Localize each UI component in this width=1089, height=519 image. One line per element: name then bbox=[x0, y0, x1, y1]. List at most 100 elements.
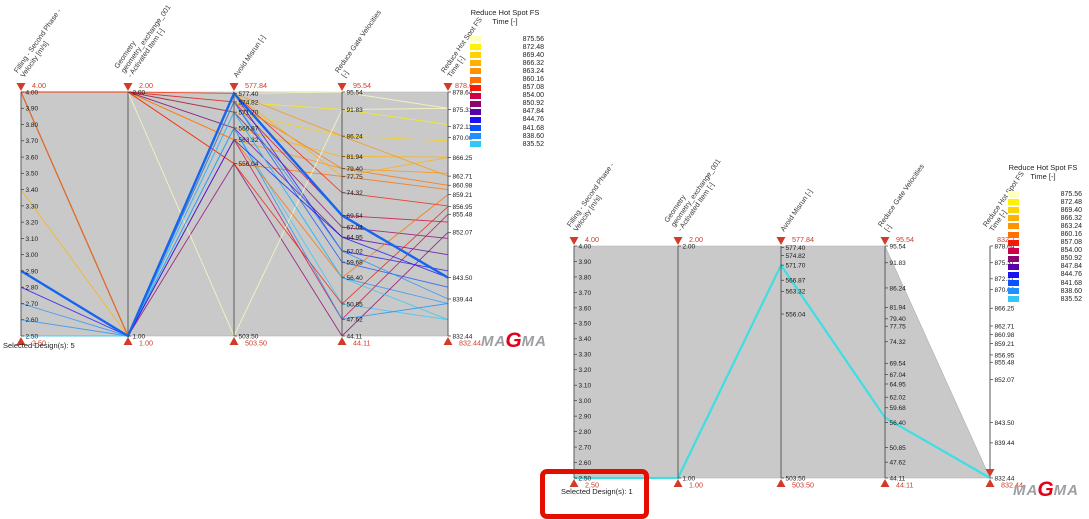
legend-entry[interactable]: 857.08 bbox=[1000, 239, 1086, 247]
filter-handle-upper[interactable] bbox=[673, 237, 683, 245]
legend-entry[interactable]: 869.40 bbox=[462, 51, 548, 59]
legend-entry[interactable]: 875.56 bbox=[462, 35, 548, 43]
legend-title-line2: Time [-] bbox=[492, 17, 518, 26]
tick-label: 860.98 bbox=[453, 183, 473, 190]
filter-handle-upper[interactable] bbox=[985, 469, 995, 477]
selected-designs-count-left: Selected Design(s): 5 bbox=[3, 341, 75, 350]
legend-entry[interactable]: 835.52 bbox=[1000, 295, 1086, 303]
filter-upper-value: 2.00 bbox=[139, 81, 153, 90]
filter-handle-upper[interactable] bbox=[123, 83, 133, 91]
legend-entry[interactable]: 847.84 bbox=[462, 108, 548, 116]
tick-label: 3.70 bbox=[26, 138, 39, 145]
axis-title: Filling - Second Phase -Velocity [m/s] bbox=[565, 160, 616, 233]
filter-handle-lower[interactable] bbox=[776, 479, 786, 487]
legend-entry[interactable]: 838.60 bbox=[1000, 287, 1086, 295]
legend-entry[interactable]: 844.76 bbox=[462, 116, 548, 124]
filter-handle-upper[interactable] bbox=[229, 83, 239, 91]
filter-handle-upper[interactable] bbox=[569, 237, 579, 245]
legend-entry[interactable]: 854.00 bbox=[1000, 247, 1086, 255]
filter-handle-lower[interactable] bbox=[123, 337, 133, 345]
tick-label: 3.10 bbox=[26, 236, 39, 243]
legend-entry[interactable]: 857.08 bbox=[462, 84, 548, 92]
tick-label: 3.30 bbox=[26, 203, 39, 210]
legend-value: 872.48 bbox=[522, 43, 544, 51]
legend-value: 875.56 bbox=[522, 35, 544, 43]
filter-lower-value: 44.11 bbox=[896, 481, 913, 490]
legend-value: 875.56 bbox=[1060, 190, 1082, 198]
selected-designs-count-right: Selected Design(s): 1 bbox=[561, 487, 633, 496]
tick-label: 3.20 bbox=[26, 220, 39, 227]
filter-handle-upper[interactable] bbox=[880, 237, 890, 245]
legend-entry[interactable]: 835.52 bbox=[462, 140, 548, 148]
legend-entry[interactable]: 838.60 bbox=[462, 132, 548, 140]
legend-entry[interactable]: 860.16 bbox=[462, 75, 548, 83]
legend-entry[interactable]: 841.68 bbox=[1000, 279, 1086, 287]
legend-color-swatch bbox=[470, 141, 481, 148]
legend-entry[interactable]: 869.40 bbox=[1000, 206, 1086, 214]
tick-label: 856.95 bbox=[995, 352, 1015, 359]
tick-label: 86.24 bbox=[890, 285, 907, 292]
legend-entry[interactable]: 872.48 bbox=[462, 43, 548, 51]
tick-label: 855.48 bbox=[453, 212, 473, 219]
tick-label: 2.00 bbox=[683, 243, 696, 250]
tick-label: 878.64 bbox=[995, 243, 1015, 250]
filter-upper-value: 577.84 bbox=[792, 235, 814, 244]
filter-lower-value: 1.00 bbox=[139, 339, 153, 348]
filter-handle-lower[interactable] bbox=[569, 479, 579, 487]
axis-title: Reduce Gate Velocities[-] bbox=[876, 162, 926, 233]
tick-label: 4.00 bbox=[579, 243, 592, 250]
legend-entry[interactable]: 863.24 bbox=[1000, 222, 1086, 230]
filter-handle-upper[interactable] bbox=[337, 83, 347, 91]
legend-entry[interactable]: 872.48 bbox=[1000, 198, 1086, 206]
legend-color-swatch bbox=[1008, 231, 1019, 238]
logo-accent-g: G bbox=[1037, 478, 1055, 501]
legend-entry[interactable]: 847.84 bbox=[1000, 263, 1086, 271]
legend-color-swatch bbox=[1008, 191, 1019, 198]
legend-title-line2: Time [-] bbox=[1030, 172, 1056, 181]
tick-label: 566.87 bbox=[786, 278, 806, 285]
legend-value: 847.84 bbox=[522, 108, 544, 116]
legend-entry[interactable]: 850.92 bbox=[1000, 255, 1086, 263]
tick-label: 843.50 bbox=[453, 275, 473, 282]
legend-entry[interactable]: 854.00 bbox=[462, 92, 548, 100]
tick-label: 577.40 bbox=[786, 245, 806, 252]
tick-label: 3.90 bbox=[26, 106, 39, 113]
tick-label: 69.54 bbox=[347, 213, 364, 220]
filter-handle-lower[interactable] bbox=[229, 337, 239, 345]
filter-upper-value: 4.00 bbox=[32, 81, 46, 90]
tick-label: 843.50 bbox=[995, 420, 1015, 427]
legend-entry[interactable]: 841.68 bbox=[462, 124, 548, 132]
filter-handle-upper[interactable] bbox=[16, 83, 26, 91]
tick-label: 3.60 bbox=[579, 305, 592, 312]
legend-entry[interactable]: 863.24 bbox=[462, 67, 548, 75]
tick-label: 3.90 bbox=[579, 259, 592, 266]
tick-label: 56.40 bbox=[890, 420, 907, 427]
filter-handle-lower[interactable] bbox=[443, 337, 453, 345]
legend-entry[interactable]: 844.76 bbox=[1000, 271, 1086, 279]
filter-handle-lower[interactable] bbox=[673, 479, 683, 487]
tick-label: 3.00 bbox=[579, 398, 592, 405]
legend-value: 838.60 bbox=[522, 132, 544, 140]
axis-title: Avoid Misrun [-] bbox=[231, 33, 267, 79]
legend-entry[interactable]: 875.56 bbox=[1000, 190, 1086, 198]
tick-label: 571.70 bbox=[786, 263, 806, 270]
legend-entry[interactable]: 860.16 bbox=[1000, 230, 1086, 238]
axis-title-line: geometry_exchange_001 bbox=[119, 3, 173, 75]
filter-handle-lower[interactable] bbox=[985, 479, 995, 487]
filter-handle-lower[interactable] bbox=[337, 337, 347, 345]
tick-label: 574.82 bbox=[786, 253, 806, 260]
legend-value: 844.76 bbox=[522, 116, 544, 124]
filter-handle-lower[interactable] bbox=[16, 337, 26, 345]
tick-label: 574.82 bbox=[239, 99, 259, 106]
tick-label: 59.68 bbox=[347, 260, 364, 267]
filter-handle-upper[interactable] bbox=[776, 237, 786, 245]
legend-entry[interactable]: 866.32 bbox=[462, 59, 548, 67]
legend-entry[interactable]: 850.92 bbox=[462, 100, 548, 108]
legend-entry[interactable]: 866.32 bbox=[1000, 214, 1086, 222]
legend-value: 844.76 bbox=[1060, 271, 1082, 279]
legend-value: 872.48 bbox=[1060, 198, 1082, 206]
tick-label: 44.11 bbox=[890, 475, 906, 482]
filter-handle-upper[interactable] bbox=[443, 83, 453, 91]
filter-handle-lower[interactable] bbox=[880, 479, 890, 487]
